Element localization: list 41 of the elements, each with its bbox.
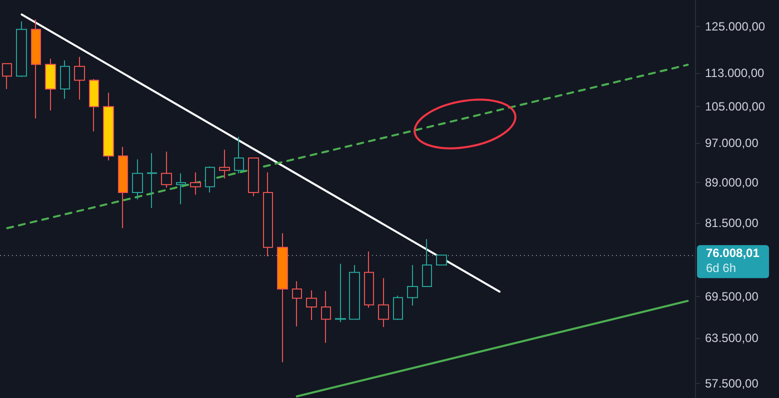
text: 6d 6h [706,261,736,276]
candlestick [31,19,41,120]
candlestick [321,290,331,344]
candlestick [306,290,317,321]
y-tick-label: 81.500,00 [705,216,759,230]
candlestick [219,149,230,179]
candlestick [263,172,273,257]
candlestick [74,56,85,100]
candlestick [205,166,215,193]
candlestick [60,60,70,100]
candlestick [118,146,128,229]
candlestick [277,232,288,363]
candlestick [45,58,56,112]
candlestick [147,152,157,209]
candlestick [190,172,201,196]
candlestick [335,263,346,323]
ref-line-label: 76.008,01 [706,246,760,260]
candlestick [248,157,259,197]
candlestick [16,20,27,78]
y-tick-label: 113.000,00 [705,66,764,80]
candlestick [176,172,186,205]
candlestick [407,264,418,306]
y-tick-label: 69.500,00 [705,289,759,304]
candlestick [161,151,172,188]
y-tick-label: 89.000,00 [705,176,759,190]
y-tick-label: 97.000,00 [705,136,759,150]
candlestick [393,295,403,321]
candlestick [292,280,302,327]
candlestick [89,78,99,132]
candlestick [103,92,114,161]
candlestick [378,278,389,328]
candlestick [349,264,360,320]
candlestick [132,158,143,200]
candlestick [364,251,374,308]
y-tick-label: 125.000,00 [705,19,766,34]
candlestick [422,238,432,287]
candlestick [436,254,447,266]
candlestick [234,136,244,174]
y-tick-label: 63.500,00 [705,330,759,345]
y-tick-label: 57.500,00 [705,376,759,390]
y-tick-label: 105.000,00 [705,100,766,114]
